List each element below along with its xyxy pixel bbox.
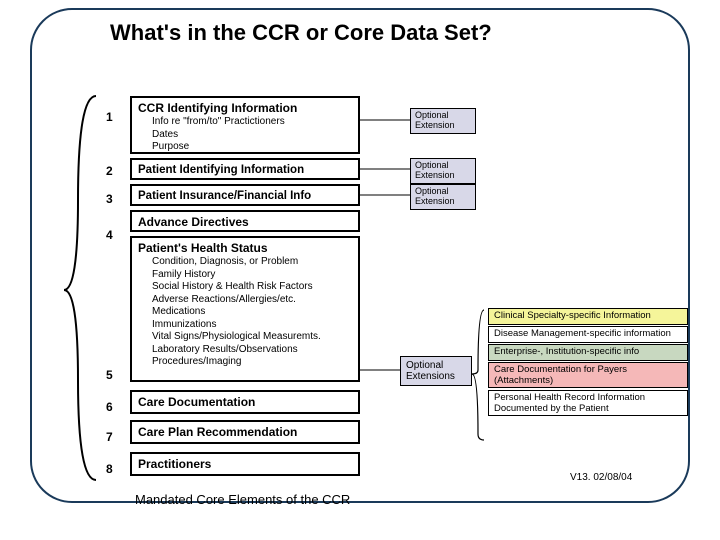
ccr-identifying-box: CCR Identifying Information Info re "fro…: [130, 96, 360, 154]
optional-extensions-5: Optional Extensions: [400, 356, 472, 386]
practitioners-box: Practitioners: [130, 452, 360, 476]
box5-sub-1: Family History: [138, 269, 352, 282]
row-num-7: 7: [106, 430, 113, 444]
patient-identifying-box: Patient Identifying Information: [130, 158, 360, 180]
slide-frame: [30, 8, 690, 503]
row-num-6: 6: [106, 400, 113, 414]
box1-sub-1: Dates: [138, 129, 352, 142]
ext-phr: Personal Health Record Information Docum…: [488, 390, 688, 416]
opt1-l2: Extension: [415, 121, 471, 131]
box7-title: Care Plan Recommendation: [138, 425, 352, 440]
page-title: What's in the CCR or Core Data Set?: [110, 20, 492, 46]
optional-extension-3: Optional Extension: [410, 184, 476, 210]
row-num-4: 4: [106, 228, 113, 242]
box5-sub-8: Procedures/Imaging: [138, 356, 352, 369]
box1-sub-0: Info re "from/to" Practictioners: [138, 116, 352, 129]
ext-enterprise: Enterprise-, Institution-specific info: [488, 344, 688, 361]
box5-sub-3: Adverse Reactions/Allergies/etc.: [138, 294, 352, 307]
box6-title: Care Documentation: [138, 395, 352, 410]
caption: Mandated Core Elements of the CCR: [135, 492, 350, 507]
ext-clinical-specialty: Clinical Specialty-specific Information: [488, 308, 688, 325]
box3-title: Patient Insurance/Financial Info: [138, 189, 352, 203]
care-documentation-box: Care Documentation: [130, 390, 360, 414]
opt5-l1: Optional: [406, 360, 466, 371]
box1-sub-2: Purpose: [138, 141, 352, 154]
ext-disease-mgmt: Disease Management-specific information: [488, 326, 688, 343]
row-num-2: 2: [106, 164, 113, 178]
optional-extension-2: Optional Extension: [410, 158, 476, 184]
box5-title: Patient's Health Status: [138, 241, 352, 256]
opt2-l2: Extension: [415, 171, 471, 181]
version-label: V13. 02/08/04: [570, 472, 632, 483]
box5-sub-6: Vital Signs/Physiological Measuremts.: [138, 331, 352, 344]
patient-insurance-box: Patient Insurance/Financial Info: [130, 184, 360, 206]
box1-title: CCR Identifying Information: [138, 101, 352, 116]
box2-title: Patient Identifying Information: [138, 163, 352, 177]
box5-sub-4: Medications: [138, 306, 352, 319]
box4-title: Advance Directives: [138, 215, 352, 230]
health-status-box: Patient's Health Status Condition, Diagn…: [130, 236, 360, 382]
row-num-1: 1: [106, 110, 113, 124]
box5-sub-5: Immunizations: [138, 319, 352, 332]
row-num-8: 8: [106, 462, 113, 476]
box5-sub-2: Social History & Health Risk Factors: [138, 281, 352, 294]
advance-directives-box: Advance Directives: [130, 210, 360, 232]
row-num-5: 5: [106, 368, 113, 382]
box8-title: Practitioners: [138, 457, 352, 472]
box5-sub-7: Laboratory Results/Observations: [138, 344, 352, 357]
row-num-3: 3: [106, 192, 113, 206]
opt5-l2: Extensions: [406, 371, 466, 382]
optional-extension-1: Optional Extension: [410, 108, 476, 134]
box5-sub-0: Condition, Diagnosis, or Problem: [138, 256, 352, 269]
opt3-l2: Extension: [415, 197, 471, 207]
care-plan-box: Care Plan Recommendation: [130, 420, 360, 444]
ext-payers: Care Documentation for Payers (Attachmen…: [488, 362, 688, 388]
